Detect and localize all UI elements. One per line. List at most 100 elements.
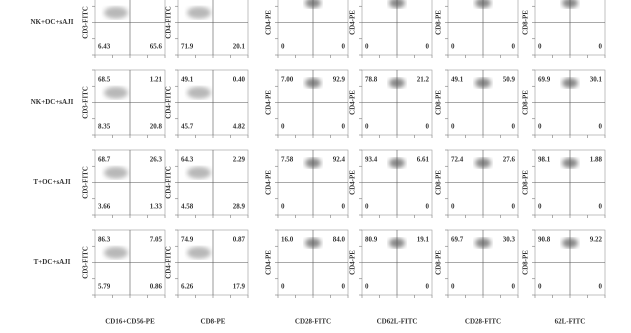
quadrant-value: 16.0 (281, 236, 294, 244)
quadrant-value: 4.58 (181, 203, 194, 211)
y-axis-label: CD3-FITC (82, 166, 90, 199)
quadrant-value: 64.3 (181, 156, 194, 164)
quadrant-value: 65.6 (150, 43, 163, 51)
quadrant-value: 0 (342, 123, 346, 131)
cell-cloud (475, 158, 491, 168)
quadrant-value: 92.4 (333, 156, 346, 164)
quadrant-value: 0.40 (233, 76, 246, 84)
y-axis-label: CD8-PE (435, 170, 443, 195)
quadrant-value: 78.8 (365, 76, 378, 84)
quadrant-value: 0.86 (150, 283, 163, 291)
y-axis-label: CD4-PE (349, 170, 357, 195)
cell-cloud (562, 0, 578, 8)
quadrant-value: 0 (426, 203, 430, 211)
cell-cloud (104, 6, 128, 19)
quadrant-value: 0 (538, 283, 542, 291)
cell-cloud (187, 166, 211, 179)
quadrant-value: 0 (538, 203, 542, 211)
quadrant-value: 0 (365, 43, 369, 51)
quadrant-value: 0 (426, 283, 430, 291)
x-axis-label: CD28-FITC (465, 318, 501, 326)
quadrant-value: 0 (426, 43, 430, 51)
cell-cloud (475, 238, 491, 248)
quadrant-value: 0.87 (233, 236, 246, 244)
row-label: T+DC+sAJI (34, 258, 71, 266)
quadrant-value: 80.9 (365, 236, 378, 244)
y-axis-label: CD8-PE (522, 250, 530, 275)
quadrant-value: 0 (451, 203, 455, 211)
y-axis-label: CD4-PE (265, 170, 273, 195)
quadrant-value: 69.7 (451, 236, 464, 244)
x-axis-label: CD28-FITC (295, 318, 331, 326)
cell-cloud (389, 78, 405, 88)
y-axis-label: CD4-FITC (165, 6, 173, 39)
quadrant-value: 20.8 (150, 123, 163, 131)
quadrant-value: 30.3 (503, 236, 516, 244)
y-axis-label: CD4-PE (265, 10, 273, 35)
quadrant-value: 0 (342, 283, 346, 291)
quadrant-value: 84.0 (333, 236, 346, 244)
cell-cloud (562, 158, 578, 168)
quadrant-value: 2.29 (233, 156, 246, 164)
quadrant-value: 0 (281, 203, 285, 211)
y-axis-label: CD4-FITC (165, 166, 173, 199)
quadrant-value: 0 (365, 203, 369, 211)
quadrant-value: 0 (538, 43, 542, 51)
y-axis-label: CD8-PE (435, 10, 443, 35)
quadrant-value: 7.00 (281, 76, 294, 84)
quadrant-value: 1.21 (150, 76, 163, 84)
cell-cloud (305, 0, 321, 8)
quadrant-value: 28.9 (233, 203, 246, 211)
quadrant-value: 7.05 (150, 236, 163, 244)
quadrant-value: 86.3 (98, 236, 111, 244)
quadrant-value: 0 (451, 283, 455, 291)
quadrant-value: 50.9 (503, 76, 516, 84)
quadrant-value: 30.1 (590, 76, 603, 84)
y-axis-label: CD4-PE (349, 90, 357, 115)
y-axis-label: CD8-PE (522, 90, 530, 115)
cell-cloud (562, 238, 578, 248)
cell-cloud (475, 0, 491, 8)
quadrant-value: 0 (342, 203, 346, 211)
quadrant-value: 0 (599, 43, 603, 51)
quadrant-value: 90.8 (538, 236, 551, 244)
quadrant-value: 74.9 (181, 236, 194, 244)
quadrant-value: 0 (599, 123, 603, 131)
quadrant-value: 17.9 (233, 283, 246, 291)
quadrant-value: 0 (281, 123, 285, 131)
quadrant-value: 93.4 (365, 156, 378, 164)
quadrant-value: 0 (342, 43, 346, 51)
cell-cloud (475, 78, 491, 88)
cell-cloud (389, 158, 405, 168)
quadrant-value: 0 (281, 283, 285, 291)
quadrant-value: 26.3 (150, 156, 163, 164)
cell-cloud (104, 166, 128, 179)
quadrant-value: 69.9 (538, 76, 551, 84)
quadrant-value: 0 (281, 43, 285, 51)
row-label: NK+DC+sAJI (31, 98, 74, 106)
quadrant-value: 0 (512, 203, 516, 211)
cell-cloud (305, 158, 321, 168)
cell-cloud (305, 238, 321, 248)
quadrant-value: 0 (451, 43, 455, 51)
quadrant-value: 71.9 (181, 43, 194, 51)
quadrant-value: 68.7 (98, 156, 111, 164)
quadrant-value: 45.7 (181, 123, 194, 131)
quadrant-value: 0 (512, 283, 516, 291)
cell-cloud (187, 6, 211, 19)
quadrant-value: 49.1 (451, 76, 464, 84)
quadrant-value: 0 (538, 123, 542, 131)
quadrant-value: 92.9 (333, 76, 346, 84)
y-axis-label: CD8-PE (435, 250, 443, 275)
quadrant-value: 0 (451, 123, 455, 131)
quadrant-value: 49.1 (181, 76, 194, 84)
y-axis-label: CD3-FITC (82, 86, 90, 119)
cell-cloud (104, 86, 128, 99)
quadrant-value: 98.1 (538, 156, 551, 164)
quadrant-value: 6.61 (417, 156, 430, 164)
quadrant-value: 72.4 (451, 156, 464, 164)
quadrant-value: 4.82 (233, 123, 246, 131)
quadrant-value: 19.1 (417, 236, 430, 244)
quadrant-value: 6.26 (181, 283, 194, 291)
